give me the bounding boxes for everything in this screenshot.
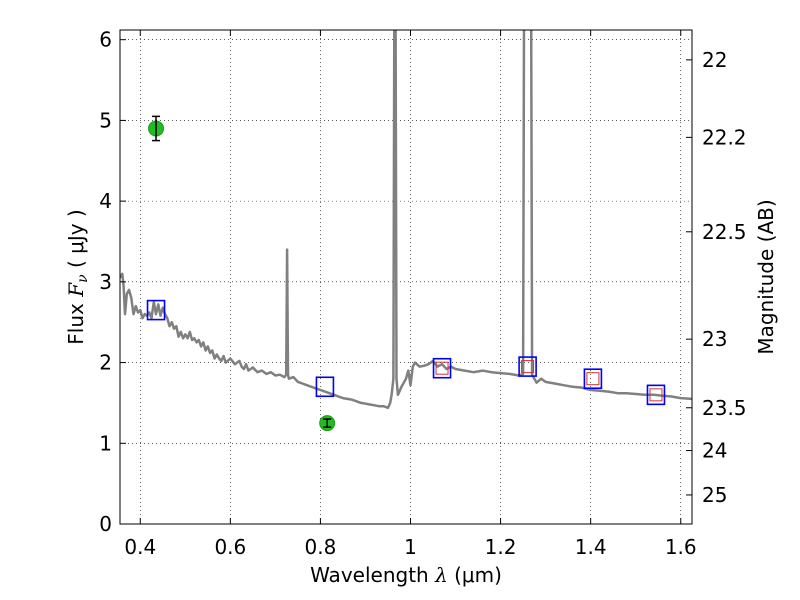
x-tick-label: 0.6 bbox=[214, 535, 246, 559]
model-photometry-inner bbox=[521, 360, 535, 374]
y-tick-label: 2 bbox=[99, 351, 112, 375]
y-tick-label: 5 bbox=[99, 108, 112, 132]
model-photometry-box bbox=[646, 384, 666, 406]
model-photometry-inner bbox=[586, 372, 600, 386]
y2-tick-label: 22.2 bbox=[702, 125, 747, 149]
axes-frame bbox=[119, 29, 693, 525]
model-spectrum-line bbox=[120, 30, 692, 410]
x-tick-label: 1.2 bbox=[485, 535, 517, 559]
x-tick-label: 1.6 bbox=[665, 535, 697, 559]
x-tick-label: 0.4 bbox=[124, 535, 156, 559]
axis-ticks: 0.4 0.6 0.8 1 1.2 1.4 1.601234562222.222.52323… bbox=[99, 28, 746, 559]
model-photometry-box bbox=[583, 368, 603, 390]
model-photometry-box bbox=[432, 357, 452, 379]
model-photometry-inner bbox=[649, 388, 663, 402]
y2-tick-label: 25 bbox=[702, 483, 727, 507]
y-tick-label: 1 bbox=[99, 431, 112, 455]
y2-tick-label: 24 bbox=[702, 439, 727, 463]
y2-tick-label: 23.5 bbox=[702, 396, 747, 420]
x-axis-label: Wavelength λ (μm) bbox=[310, 563, 502, 587]
plot-area bbox=[120, 30, 692, 432]
y-tick-label: 6 bbox=[99, 28, 112, 52]
x-tick-label: 1.4 bbox=[575, 535, 607, 559]
y2-axis-label: Magnitude (AB) bbox=[754, 199, 778, 354]
x-tick-label: 1 bbox=[404, 535, 417, 559]
y2-tick-label: 23 bbox=[702, 327, 727, 351]
y-tick-label: 3 bbox=[99, 270, 112, 294]
model-photometry-box bbox=[146, 299, 166, 321]
y2-tick-label: 22 bbox=[702, 48, 727, 72]
y-tick-label: 0 bbox=[99, 512, 112, 536]
y2-tick-label: 22.5 bbox=[702, 220, 747, 244]
model-photometry-box bbox=[518, 356, 537, 377]
y-tick-label: 4 bbox=[99, 189, 112, 213]
model-photometry-inner bbox=[435, 361, 449, 375]
model-photometry-box bbox=[315, 376, 335, 398]
y-axis-label: Flux Fν ( μJy ) bbox=[64, 209, 91, 344]
x-tick-label: 0.8 bbox=[305, 535, 337, 559]
